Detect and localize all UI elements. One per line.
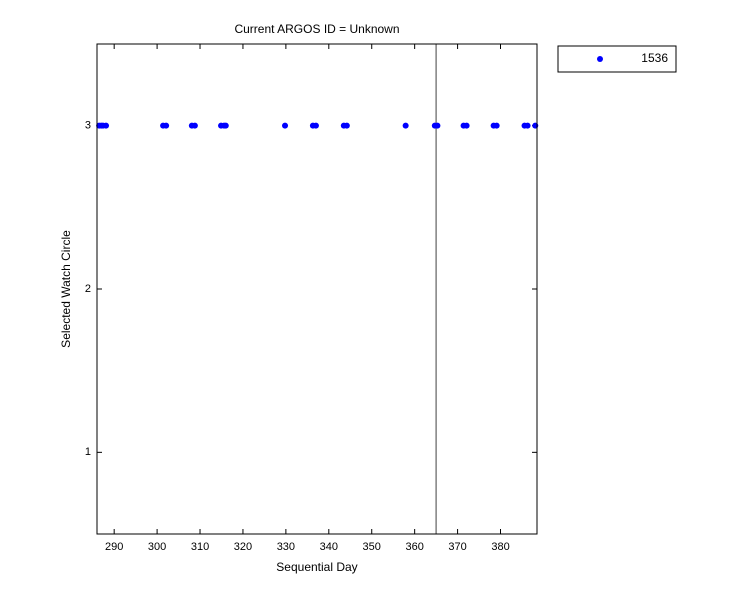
point xyxy=(312,122,319,129)
plot-area xyxy=(97,44,537,534)
point xyxy=(524,122,531,129)
point xyxy=(222,122,229,129)
point xyxy=(103,122,110,129)
legend-marker xyxy=(597,56,603,62)
point xyxy=(282,122,289,129)
point xyxy=(402,122,409,129)
y-tick-label: 1 xyxy=(85,446,91,458)
legend-box xyxy=(557,45,677,73)
y-tick-label: 2 xyxy=(85,283,91,295)
x-tick-label: 320 xyxy=(234,541,252,553)
x-tick-label: 340 xyxy=(320,541,338,553)
x-tick-label: 380 xyxy=(491,541,509,553)
point xyxy=(463,122,470,129)
chart-title: Current ARGOS ID = Unknown xyxy=(234,22,399,36)
x-tick-label: 360 xyxy=(405,541,423,553)
x-tick-label: 300 xyxy=(148,541,166,553)
x-tick-label: 350 xyxy=(363,541,381,553)
y-tick-label: 3 xyxy=(85,120,91,132)
x-tick-label: 290 xyxy=(105,541,123,553)
x-tick-label: 330 xyxy=(277,541,295,553)
legend-label: 1536 xyxy=(641,51,668,65)
axes-box xyxy=(96,43,538,535)
x-tick-label: 310 xyxy=(191,541,209,553)
y-axis-label: Selected Watch Circle xyxy=(59,230,73,348)
point xyxy=(191,122,198,129)
point xyxy=(163,122,170,129)
point xyxy=(493,122,500,129)
x-tick-label: 370 xyxy=(448,541,466,553)
point xyxy=(343,122,350,129)
point xyxy=(434,122,441,129)
x-axis-label: Sequential Day xyxy=(276,560,357,574)
